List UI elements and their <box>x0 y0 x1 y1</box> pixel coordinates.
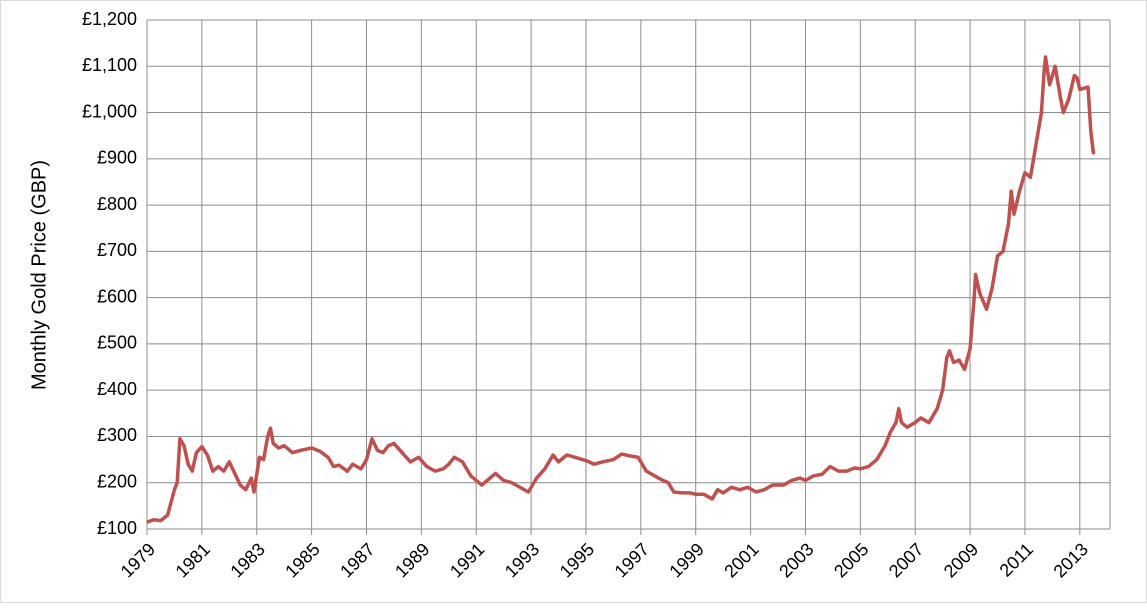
y-tick-label: £1,100 <box>82 55 137 75</box>
y-tick-label: £200 <box>97 471 137 491</box>
y-tick-label: £900 <box>97 148 137 168</box>
y-tick-label: £1,200 <box>82 9 137 29</box>
y-tick-label: £1,000 <box>82 101 137 121</box>
y-axis-label: Monthly Gold Price (GBP) <box>28 160 50 390</box>
y-tick-label: £300 <box>97 425 137 445</box>
price-line <box>146 55 1096 524</box>
y-tick-label: £400 <box>97 379 137 399</box>
y-tick-label: £700 <box>97 240 137 260</box>
y-tick-label: £600 <box>97 286 137 306</box>
y-tick-label: £800 <box>97 194 137 214</box>
y-tick-label: £500 <box>97 333 137 353</box>
y-tick-label: £100 <box>97 518 137 538</box>
